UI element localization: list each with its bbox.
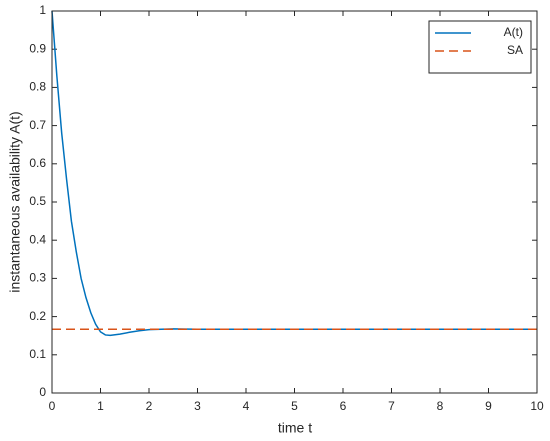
y-tick-label: 0.7: [29, 118, 46, 132]
y-tick-label: 0.9: [29, 41, 46, 55]
x-tick-label: 8: [437, 399, 444, 413]
x-tick-label: 6: [340, 399, 347, 413]
y-tick-label: 0.5: [29, 194, 46, 208]
y-tick-label: 0.1: [29, 347, 46, 361]
y-tick-label: 0: [39, 385, 46, 399]
y-tick-label: 0.8: [29, 80, 46, 94]
x-tick-label: 10: [530, 399, 544, 413]
y-tick-label: 0.2: [29, 309, 46, 323]
y-tick-label: 0.4: [29, 232, 46, 246]
legend-label: SA: [507, 43, 523, 57]
x-tick-label: 7: [388, 399, 395, 413]
x-tick-label: 4: [243, 399, 250, 413]
y-tick-label: 1: [39, 3, 46, 17]
axes-box: [51, 10, 538, 394]
x-tick-label: 3: [194, 399, 201, 413]
x-tick-label: 9: [485, 399, 492, 413]
x-tick-label: 5: [291, 399, 298, 413]
x-tick-label: 1: [97, 399, 104, 413]
y-tick-label: 0.3: [29, 271, 46, 285]
y-tick-label: 0.6: [29, 156, 46, 170]
legend-box: [428, 20, 532, 74]
y-axis-label: instantaneous availability A(t): [7, 111, 23, 292]
x-tick-label: 2: [146, 399, 153, 413]
x-tick-label: 0: [49, 399, 56, 413]
legend-label: A(t): [504, 25, 523, 39]
x-axis-label: time t: [278, 420, 312, 436]
